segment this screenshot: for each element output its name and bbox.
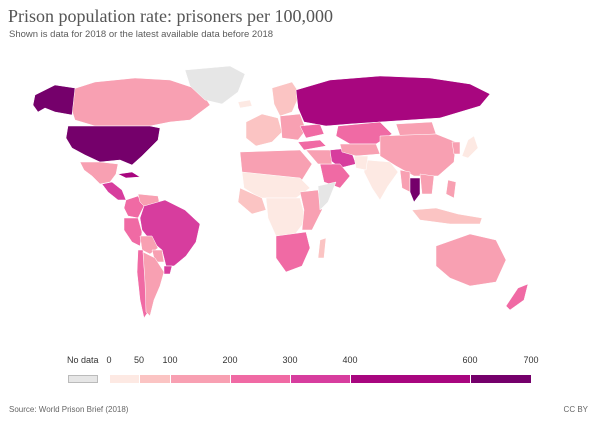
region-madagascar[interactable] [317, 237, 327, 259]
region-thailand[interactable] [409, 177, 421, 203]
world-map [32, 65, 529, 319]
region-india[interactable] [363, 159, 399, 201]
legend-tick-label: 50 [133, 355, 145, 365]
region-mexico[interactable] [79, 161, 119, 185]
region-argentina[interactable] [142, 251, 165, 317]
region-peru[interactable] [123, 217, 143, 247]
region-uruguay[interactable] [163, 265, 173, 275]
region-central-africa[interactable] [265, 197, 307, 239]
region-scandinavia[interactable] [271, 81, 301, 117]
legend-bin[interactable] [139, 375, 170, 383]
legend-bin[interactable] [350, 375, 470, 383]
region-saudi-arabia[interactable] [319, 163, 351, 189]
region-ukraine[interactable] [299, 123, 325, 139]
region-middle-east[interactable] [305, 149, 333, 165]
region-central-america[interactable] [101, 181, 127, 201]
region-eastern-europe[interactable] [279, 113, 307, 141]
legend-bin[interactable] [170, 375, 230, 383]
region-korea[interactable] [451, 141, 461, 155]
source-note: Source: World Prison Brief (2018) [9, 405, 129, 414]
region-new-zealand[interactable] [505, 283, 529, 311]
region-mongolia[interactable] [395, 121, 437, 137]
region-western-europe[interactable] [245, 113, 283, 147]
chart-title: Prison population rate: prisoners per 10… [8, 6, 333, 26]
legend-tick-label: 600 [462, 355, 478, 365]
legend-tick-label: 400 [342, 355, 358, 365]
region-central-asia[interactable] [339, 143, 381, 157]
region-horn-of-africa[interactable] [317, 181, 337, 211]
region-japan[interactable] [461, 135, 479, 159]
region-indochina[interactable] [419, 173, 435, 195]
region-alaska[interactable] [32, 84, 76, 116]
chart-subtitle: Shown is data for 2018 or the latest ava… [9, 29, 274, 40]
legend-bin[interactable] [230, 375, 290, 383]
region-iceland[interactable] [237, 99, 253, 109]
legend-tick-label: 700 [523, 355, 539, 365]
legend-bin[interactable] [470, 375, 531, 383]
region-southern-africa[interactable] [275, 231, 311, 273]
region-australia[interactable] [435, 233, 507, 287]
region-philippines[interactable] [445, 179, 457, 199]
legend-tick-label: 200 [222, 355, 238, 365]
region-united-states[interactable] [65, 125, 161, 166]
region-west-africa[interactable] [237, 187, 267, 215]
legend-tick-label: 100 [162, 355, 178, 365]
region-china[interactable] [379, 133, 457, 177]
region-indonesia[interactable] [411, 207, 483, 225]
region-cuba[interactable] [117, 171, 141, 179]
region-turkey[interactable] [297, 139, 327, 151]
legend-no-data-swatch [68, 375, 98, 383]
legend-tick-label: 0 [106, 355, 112, 365]
region-canada[interactable] [69, 77, 211, 127]
region-pakistan[interactable] [353, 155, 369, 171]
legend-bin[interactable] [290, 375, 350, 383]
region-brazil[interactable] [139, 199, 201, 267]
license-link[interactable]: CC BY [563, 405, 588, 414]
region-east-africa[interactable] [299, 189, 323, 231]
legend-bins [0, 375, 600, 383]
region-russia[interactable] [295, 75, 491, 127]
legend-tick-label: 300 [282, 355, 298, 365]
legend: No data 0 50 100 200 300 400 600 700 [0, 355, 600, 395]
legend-no-data-label: No data [67, 355, 99, 365]
region-greenland[interactable] [184, 65, 246, 105]
legend-bin[interactable] [109, 375, 139, 383]
region-myanmar[interactable] [399, 169, 411, 193]
